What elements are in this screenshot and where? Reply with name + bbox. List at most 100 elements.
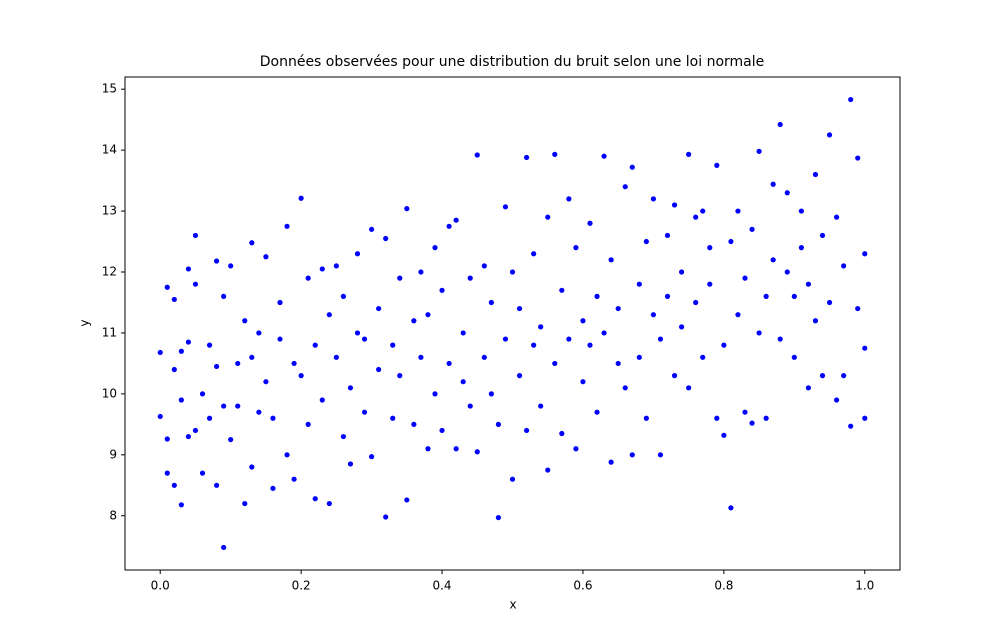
- point: [249, 240, 255, 246]
- x-axis-label: x: [509, 598, 516, 612]
- point: [791, 293, 797, 299]
- point: [657, 336, 664, 342]
- point: [263, 254, 269, 260]
- point: [721, 432, 727, 438]
- point: [805, 281, 812, 287]
- point: [678, 324, 685, 330]
- plot-frame: [124, 76, 901, 571]
- point: [686, 151, 692, 157]
- y-tick-label: 13: [102, 204, 117, 218]
- point: [474, 152, 480, 158]
- point: [432, 245, 438, 251]
- point: [523, 154, 530, 161]
- point: [601, 330, 607, 336]
- point: [862, 415, 868, 421]
- y-tick-label: 14: [102, 143, 117, 157]
- point: [213, 363, 220, 370]
- point: [594, 409, 600, 415]
- point: [157, 413, 163, 420]
- point: [157, 349, 163, 356]
- point: [545, 467, 551, 473]
- point: [199, 470, 206, 476]
- point: [256, 330, 262, 336]
- point: [587, 220, 593, 226]
- point: [812, 171, 819, 178]
- point: [700, 208, 706, 214]
- x-tick-label: 0.2: [292, 579, 311, 593]
- point: [763, 293, 769, 299]
- point: [495, 421, 502, 427]
- point: [460, 379, 466, 385]
- x-tick-label: 0.0: [151, 579, 170, 593]
- point: [693, 214, 699, 220]
- point: [270, 415, 276, 421]
- y-tick-label: 10: [102, 386, 117, 400]
- point: [340, 293, 347, 299]
- point: [453, 217, 459, 223]
- point: [164, 284, 170, 290]
- point: [298, 373, 304, 379]
- point: [615, 360, 621, 367]
- point: [425, 446, 431, 452]
- point: [488, 299, 494, 306]
- point: [756, 148, 762, 154]
- point: [383, 514, 389, 520]
- point: [664, 293, 671, 299]
- point: [439, 427, 445, 434]
- point: [354, 330, 361, 336]
- point: [481, 354, 487, 360]
- point: [707, 245, 713, 251]
- point: [826, 299, 833, 306]
- point: [798, 245, 804, 251]
- point: [657, 452, 664, 458]
- point: [171, 366, 177, 373]
- point: [784, 190, 790, 196]
- point: [763, 415, 769, 421]
- point: [516, 373, 523, 379]
- point: [481, 263, 487, 269]
- point: [559, 287, 565, 293]
- point: [404, 497, 410, 503]
- point: [270, 485, 276, 491]
- point: [770, 181, 776, 187]
- point: [531, 342, 537, 348]
- point: [171, 482, 177, 488]
- point: [538, 403, 544, 409]
- point: [488, 391, 494, 397]
- point: [833, 214, 840, 220]
- y-tick-label: 9: [109, 447, 117, 461]
- point: [502, 336, 509, 342]
- point: [178, 397, 184, 403]
- point: [213, 482, 220, 488]
- point: [206, 342, 213, 348]
- point: [777, 121, 783, 128]
- point: [235, 360, 241, 367]
- point: [693, 299, 699, 306]
- point: [728, 505, 734, 511]
- point: [164, 436, 170, 442]
- point: [460, 330, 466, 336]
- point: [418, 269, 424, 275]
- point: [502, 204, 509, 210]
- point: [411, 318, 417, 324]
- point: [848, 96, 854, 103]
- point: [340, 433, 347, 440]
- point: [291, 476, 297, 482]
- point: [376, 366, 382, 373]
- point: [566, 196, 572, 202]
- point: [580, 379, 586, 385]
- point: [178, 348, 184, 354]
- point: [368, 454, 375, 460]
- point: [206, 415, 213, 421]
- point: [326, 312, 332, 318]
- point: [411, 421, 417, 427]
- point: [559, 430, 565, 437]
- point: [249, 464, 255, 470]
- point: [622, 385, 628, 391]
- point: [714, 162, 720, 168]
- point: [819, 373, 826, 379]
- point: [221, 293, 227, 299]
- point: [199, 391, 206, 397]
- point: [784, 269, 790, 275]
- point: [453, 446, 459, 452]
